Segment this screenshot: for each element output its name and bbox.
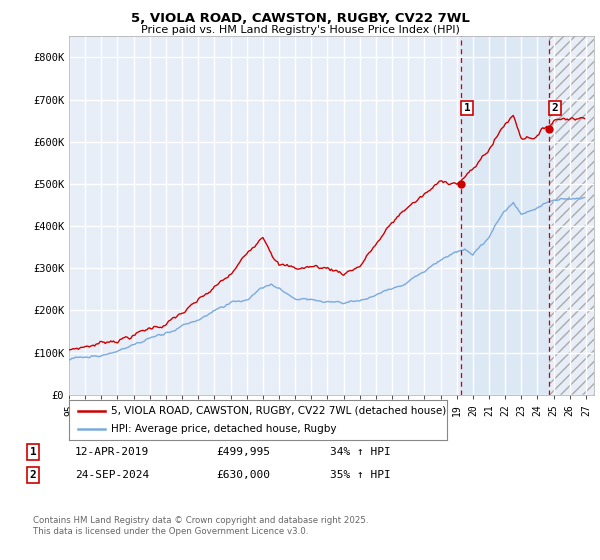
Bar <box>461 36 549 395</box>
Text: £630,000: £630,000 <box>216 470 270 480</box>
Text: £499,995: £499,995 <box>216 447 270 457</box>
Text: 1: 1 <box>464 103 470 113</box>
Text: 34% ↑ HPI: 34% ↑ HPI <box>330 447 391 457</box>
Text: Contains HM Land Registry data © Crown copyright and database right 2025.
This d: Contains HM Land Registry data © Crown c… <box>33 516 368 536</box>
Text: 12-APR-2019: 12-APR-2019 <box>75 447 149 457</box>
Text: HPI: Average price, detached house, Rugby: HPI: Average price, detached house, Rugb… <box>110 424 336 434</box>
Text: 24-SEP-2024: 24-SEP-2024 <box>75 470 149 480</box>
Text: 2: 2 <box>551 103 559 113</box>
Text: 1: 1 <box>29 447 37 457</box>
Text: 5, VIOLA ROAD, CAWSTON, RUGBY, CV22 7WL (detached house): 5, VIOLA ROAD, CAWSTON, RUGBY, CV22 7WL … <box>110 406 446 416</box>
Text: 5, VIOLA ROAD, CAWSTON, RUGBY, CV22 7WL: 5, VIOLA ROAD, CAWSTON, RUGBY, CV22 7WL <box>131 12 469 25</box>
Text: Price paid vs. HM Land Registry's House Price Index (HPI): Price paid vs. HM Land Registry's House … <box>140 25 460 35</box>
Text: 2: 2 <box>29 470 37 480</box>
Text: 35% ↑ HPI: 35% ↑ HPI <box>330 470 391 480</box>
Bar <box>549 36 594 395</box>
